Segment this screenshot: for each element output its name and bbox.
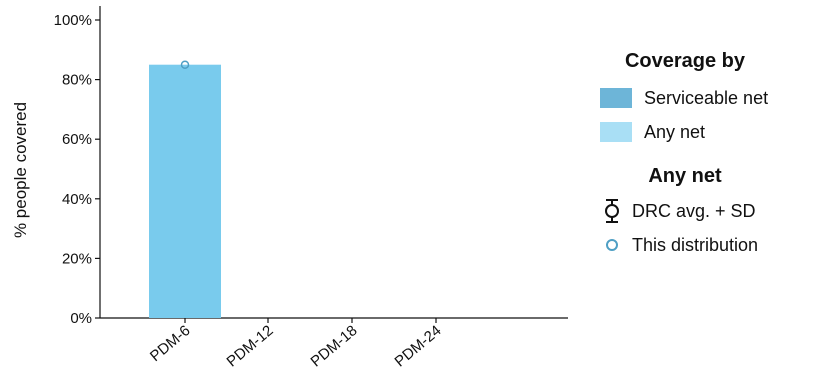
y-tick-label: 60% xyxy=(62,131,92,148)
y-tick-label: 100% xyxy=(54,12,92,29)
x-tick-label: PDM-24 xyxy=(391,322,444,370)
y-tick-label: 20% xyxy=(62,250,92,267)
legend-subtitle: Any net xyxy=(648,165,722,187)
y-axis-title: % people covered xyxy=(11,102,30,238)
x-tick-label: PDM-18 xyxy=(307,322,360,370)
legend-item-label: Any net xyxy=(644,121,706,142)
x-tick-labels: PDM-6 PDM-12 PDM-18 PDM-24 xyxy=(147,322,445,370)
bars-layer xyxy=(149,64,221,318)
x-tick-label: PDM-12 xyxy=(223,322,276,370)
legend: Coverage by Serviceable net Any net Any … xyxy=(600,50,815,258)
legend-item-drc-avg: DRC avg. + SD xyxy=(600,198,815,224)
y-tick-label: 0% xyxy=(70,310,92,327)
x-tick-label: PDM-6 xyxy=(147,322,194,365)
legend-item-any-net: Any net xyxy=(600,119,815,145)
legend-item-serviceable-net: Serviceable net xyxy=(600,85,815,111)
y-tick-labels: 0% 20% 40% 60% 80% 100% xyxy=(54,12,92,327)
hollow-circle-icon xyxy=(606,239,618,251)
this-distribution-marker xyxy=(180,60,190,69)
legend-item-label: Serviceable net xyxy=(644,87,769,108)
legend-item-this-distribution: This distribution xyxy=(600,232,815,258)
legend-item-label: DRC avg. + SD xyxy=(632,200,756,221)
legend-item-label: This distribution xyxy=(632,234,759,255)
bar-pdm-6 xyxy=(149,64,221,318)
bar-chart: 0%20%40%60%80%100% PDM-6 PDM-12 PDM-18 PDM-… xyxy=(11,6,568,370)
legend-title: Coverage by xyxy=(624,50,746,72)
error-bar-circle-icon xyxy=(605,199,619,223)
y-tick-label: 40% xyxy=(62,191,92,208)
serviceable-net-swatch xyxy=(600,88,632,108)
markers-layer xyxy=(180,60,190,69)
any-net-swatch xyxy=(600,122,632,142)
y-tick-label: 80% xyxy=(62,72,92,89)
